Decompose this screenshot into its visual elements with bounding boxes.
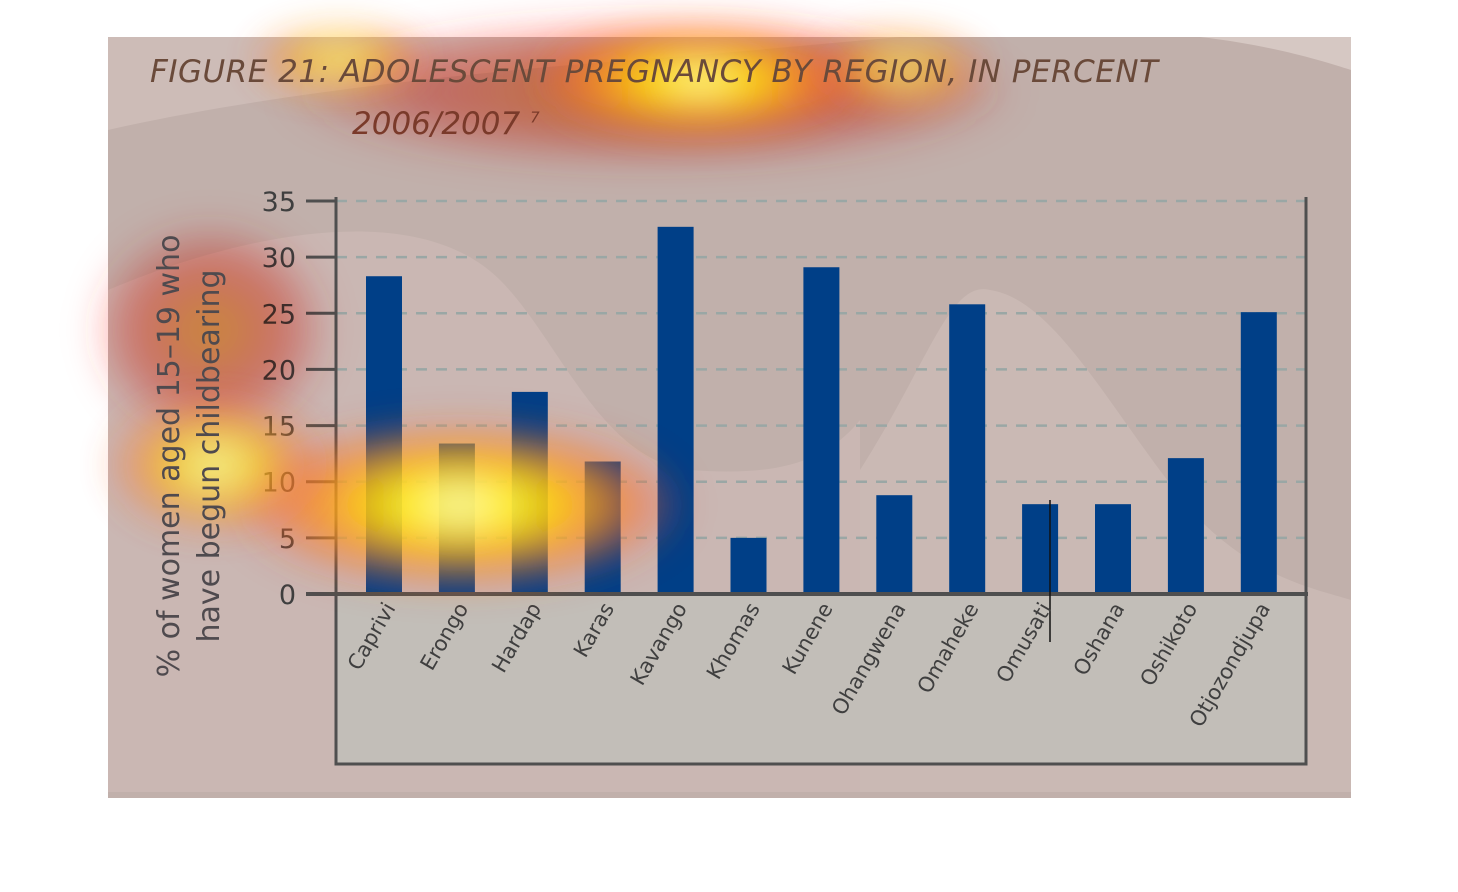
y-tick-label: 0: [279, 580, 296, 611]
chart-subtitle: 2006/2007 7: [352, 106, 540, 142]
y-axis-label-line-2: have begun childbearing: [192, 269, 227, 643]
bar-oshana: [1095, 504, 1131, 594]
bar-oshikoto: [1167, 458, 1204, 594]
y-axis-label: % of women aged 15–19 who have begun chi…: [150, 176, 230, 736]
bar-kunene: [803, 267, 840, 594]
y-tick-label: 35: [262, 187, 296, 218]
chart-title: FIGURE 21: ADOLESCENT PREGNANCY BY REGIO…: [150, 54, 1159, 90]
y-axis-label-line-1: % of women aged 15–19 who: [152, 234, 187, 678]
bar-khomas: [730, 537, 767, 594]
bar-omusati: [1022, 504, 1059, 594]
subtitle-text: 2006/2007: [352, 106, 521, 142]
bar-omaheke: [949, 304, 986, 594]
heatmap-hotspots: [105, 25, 990, 590]
subtitle-footnote: 7: [530, 108, 540, 127]
bar-otjozondjupa: [1240, 312, 1277, 594]
bar-ohangwena: [876, 495, 913, 594]
